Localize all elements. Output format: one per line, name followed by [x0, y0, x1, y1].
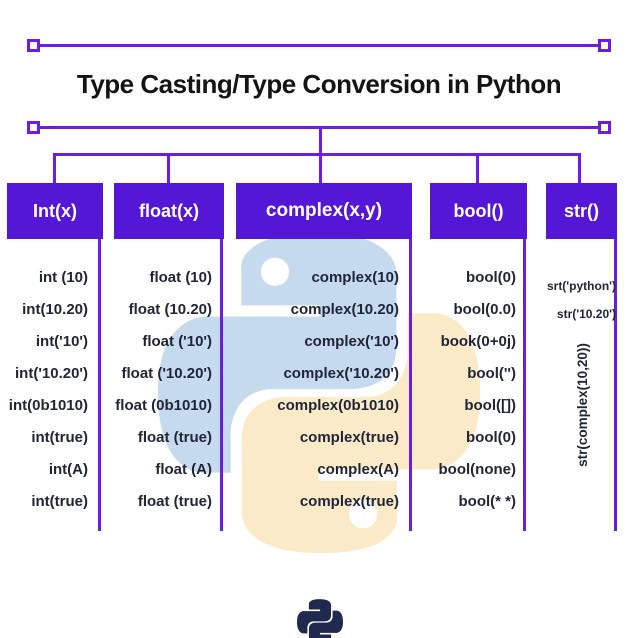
- cell: float (10): [149, 269, 212, 286]
- cell: complex(0b1010): [277, 397, 399, 414]
- connector-endpoint-icon: [27, 39, 40, 52]
- tree-drop-float: [167, 154, 170, 183]
- column-divider: [220, 239, 223, 531]
- cell: complex(true): [299, 493, 399, 510]
- page-title: Type Casting/Type Conversion in Python: [76, 69, 562, 99]
- cell: int(true): [31, 493, 88, 510]
- cell: float (true): [137, 493, 212, 510]
- cell: int(true): [31, 429, 88, 446]
- cell: complex(A): [317, 461, 399, 478]
- cell: bool(0.0): [453, 301, 517, 318]
- tree-branch: [53, 153, 581, 156]
- tree-drop-str: [578, 154, 581, 183]
- cell: int('10'): [35, 333, 88, 350]
- cell: float (true): [137, 429, 212, 446]
- cell: bool(none): [438, 461, 516, 478]
- cell: float ('10.20'): [121, 365, 213, 382]
- cell: bool([]): [464, 397, 516, 414]
- cell: float ('10'): [142, 333, 212, 350]
- cell: complex(10.20): [290, 301, 399, 318]
- column-header-bool: bool(): [430, 183, 527, 239]
- cell: int (10): [38, 269, 88, 286]
- column-header-str: str(): [546, 183, 617, 239]
- column-divider: [523, 239, 526, 531]
- cell: complex(true): [299, 429, 399, 446]
- connector-endpoint-icon: [598, 39, 611, 52]
- tree-drop-bool: [476, 154, 479, 183]
- column-rows-float: float (10) float (10.20) float ('10') float…: [104, 262, 212, 518]
- column-header-complex: complex(x,y): [236, 183, 412, 239]
- python-logo-icon: [297, 599, 343, 638]
- column-rows-complex: complex(10) complex(10.20) complex('10') co…: [225, 262, 399, 518]
- cell: float (0b1010): [115, 397, 212, 414]
- column-divider: [98, 239, 101, 531]
- cell: srt('python'): [546, 279, 616, 293]
- cell: float (10.20): [128, 301, 212, 318]
- column-divider: [614, 239, 617, 531]
- connector-endpoint-icon: [598, 121, 611, 134]
- column-header-float: float(x): [114, 183, 224, 239]
- column-divider: [409, 239, 412, 531]
- python-logo-watermark-icon: [158, 232, 480, 554]
- column-rows-bool: bool(0) bool(0.0) book(0+0j) bool('') bool([…: [413, 262, 516, 518]
- cell: bool(* *): [458, 493, 517, 510]
- second-rule: [40, 126, 600, 129]
- cell: bool(0): [466, 269, 516, 286]
- cell: float (A): [155, 461, 212, 478]
- cell: bool(''): [467, 365, 516, 382]
- cell: int(A): [48, 461, 88, 478]
- tree-drop-int: [53, 154, 56, 183]
- cell: complex('10.20'): [283, 365, 399, 382]
- cell: int('10.20'): [15, 365, 88, 382]
- cell: int(10.20): [22, 301, 88, 318]
- cell: complex(10): [311, 269, 399, 286]
- column-header-int: Int(x): [7, 183, 103, 239]
- cell: str('10.20'): [556, 307, 616, 321]
- cell: bool(0): [466, 429, 516, 446]
- top-rule: [40, 44, 600, 47]
- column-rows-int: int (10) int(10.20) int('10') int('10.20') i…: [0, 262, 88, 518]
- cell: book(0+0j): [440, 333, 516, 350]
- cell: complex('10'): [304, 333, 399, 350]
- column-rows-str: srt('python') str('10.20'): [518, 272, 616, 328]
- cell: int(0b1010): [8, 397, 88, 414]
- connector-endpoint-icon: [27, 121, 40, 134]
